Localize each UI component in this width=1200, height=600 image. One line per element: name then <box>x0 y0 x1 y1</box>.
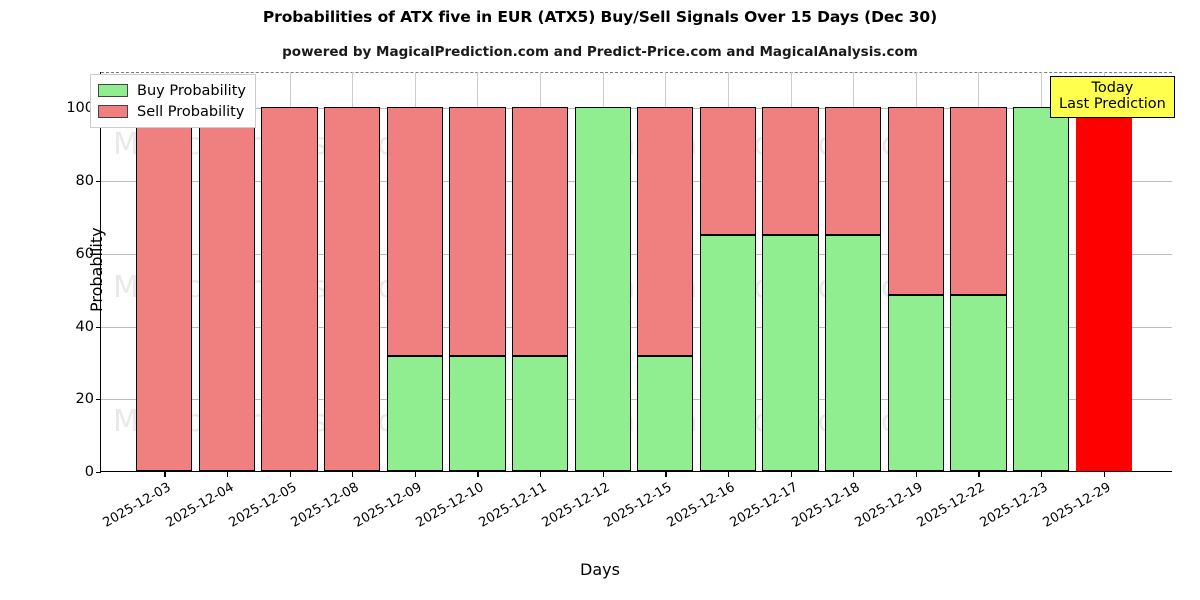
bar-2025-12-23[interactable] <box>1012 71 1070 471</box>
bar-2025-12-10[interactable] <box>449 71 506 471</box>
sell-color-swatch <box>98 105 128 118</box>
x-tick-mark <box>289 472 291 477</box>
gridline <box>101 108 1172 110</box>
chart-legend[interactable]: Buy Probability Sell Probability <box>90 74 256 128</box>
bar-2025-12-04[interactable] <box>198 71 256 471</box>
x-tick-mark <box>477 472 479 477</box>
bar-2025-12-29[interactable] <box>1075 71 1132 471</box>
x-tick-mark <box>164 472 166 477</box>
legend-item-buy[interactable]: Buy Probability <box>98 80 246 101</box>
y-tick-label: 20 <box>75 391 94 408</box>
sell-segment[interactable] <box>324 107 381 471</box>
x-tick-mark <box>1103 472 1105 477</box>
bar-2025-12-12[interactable] <box>574 71 631 471</box>
chart-subtitle: powered by MagicalPrediction.com and Pre… <box>282 44 918 60</box>
x-tick-mark <box>915 472 917 477</box>
x-tick-mark <box>853 472 855 477</box>
gridline <box>101 399 1172 401</box>
x-tick-mark <box>1041 472 1043 477</box>
x-tick-mark <box>414 472 416 477</box>
today-annotation: Today Last Prediction <box>1050 76 1175 119</box>
x-tick-mark <box>978 472 980 477</box>
sell-segment[interactable] <box>136 107 193 471</box>
y-tick-label: 100 <box>66 100 94 117</box>
today-sell-segment[interactable] <box>1075 107 1132 471</box>
page-title: Probabilities of ATX five in EUR (ATX5) … <box>262 8 938 26</box>
y-tick-mark <box>96 181 101 183</box>
x-axis-label: Days <box>580 560 620 579</box>
buy-segment[interactable] <box>825 234 882 471</box>
gridline <box>101 181 1172 183</box>
today-annotation-line2: Last Prediction <box>1059 96 1166 113</box>
bar-2025-12-09[interactable] <box>386 71 443 471</box>
buy-segment[interactable] <box>1012 107 1070 471</box>
y-tick-label: 40 <box>75 318 94 335</box>
x-tick-mark <box>665 472 667 477</box>
y-tick-label: 80 <box>75 173 94 190</box>
y-tick-mark <box>96 399 101 401</box>
sell-segment[interactable] <box>825 107 882 235</box>
today-annotation-line1: Today <box>1091 80 1134 96</box>
sell-segment[interactable] <box>887 107 944 295</box>
x-tick-mark <box>790 472 792 477</box>
buy-segment[interactable] <box>887 294 944 471</box>
bar-2025-12-19[interactable] <box>887 71 944 471</box>
sell-segment[interactable] <box>511 107 569 357</box>
bar-2025-12-17[interactable] <box>762 71 819 471</box>
x-tick-mark <box>602 472 604 477</box>
legend-item-sell[interactable]: Sell Probability <box>98 101 246 122</box>
plot-area: MagicalAnalysis.com MagicalPrediction.co… <box>66 71 1172 480</box>
bar-2025-12-22[interactable] <box>950 71 1007 471</box>
sell-segment[interactable] <box>449 107 506 357</box>
y-tick-mark <box>96 472 101 474</box>
sell-segment[interactable] <box>386 107 443 357</box>
y-tick-mark <box>96 326 101 328</box>
legend-label-buy: Buy Probability <box>137 82 246 99</box>
buy-segment[interactable] <box>574 107 631 471</box>
x-tick-mark <box>226 472 229 477</box>
bar-2025-12-15[interactable] <box>637 71 694 471</box>
buy-segment[interactable] <box>637 356 694 471</box>
bar-2025-12-16[interactable] <box>699 71 757 471</box>
reference-dashed-line <box>101 72 1172 73</box>
buy-segment[interactable] <box>950 294 1007 471</box>
bar-2025-12-18[interactable] <box>825 71 882 471</box>
buy-segment[interactable] <box>699 234 757 471</box>
sell-segment[interactable] <box>762 107 819 235</box>
buy-segment[interactable] <box>511 356 569 471</box>
y-tick-mark <box>96 253 101 255</box>
legend-label-sell: Sell Probability <box>137 103 245 120</box>
x-tick-mark <box>540 472 542 477</box>
sell-segment[interactable] <box>699 107 757 235</box>
x-tick-mark <box>352 472 354 477</box>
gridline <box>101 326 1172 328</box>
buy-color-swatch <box>98 84 128 97</box>
sell-segment[interactable] <box>637 107 694 357</box>
buy-segment[interactable] <box>762 234 819 471</box>
y-tick-label: 60 <box>75 245 94 262</box>
sell-segment[interactable] <box>950 107 1007 295</box>
bar-2025-12-11[interactable] <box>511 71 569 471</box>
buy-segment[interactable] <box>386 356 443 471</box>
bar-2025-12-03[interactable] <box>136 71 193 471</box>
sell-segment[interactable] <box>198 107 256 471</box>
bar-2025-12-08[interactable] <box>324 71 381 471</box>
buy-segment[interactable] <box>449 356 506 471</box>
gridline <box>101 253 1172 255</box>
y-axis-label: Probability <box>87 227 106 312</box>
x-tick-mark <box>727 472 730 477</box>
sell-segment[interactable] <box>261 107 318 471</box>
y-tick-label: 0 <box>84 464 94 480</box>
bar-2025-12-05[interactable] <box>261 71 318 471</box>
